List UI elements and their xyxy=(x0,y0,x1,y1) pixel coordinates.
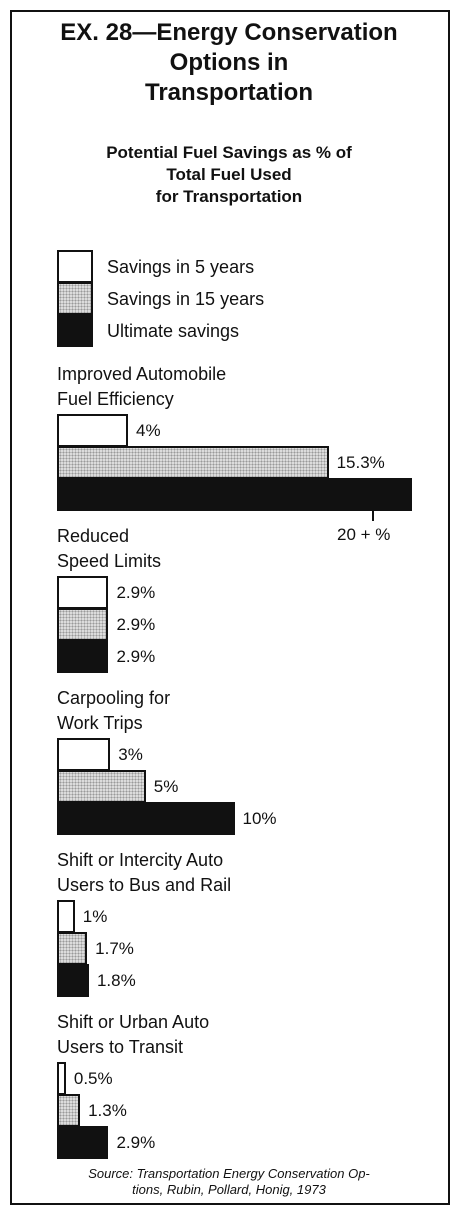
legend-label: Ultimate savings xyxy=(107,321,240,341)
value-label: 15.3% xyxy=(336,453,385,472)
bar xyxy=(57,964,89,997)
value-label: 1.3% xyxy=(88,1101,127,1120)
label-leader xyxy=(372,511,374,521)
bar xyxy=(57,576,109,609)
chart-title: EX. 28—Energy Conservation Options in Tr… xyxy=(60,19,398,106)
category-label: Carpooling for Work Trips xyxy=(57,688,171,733)
bar xyxy=(57,932,88,965)
legend-label: Savings in 15 years xyxy=(107,289,265,309)
value-label: 1% xyxy=(82,907,108,926)
source-note: Source: Transportation Energy Conservati… xyxy=(88,1166,370,1197)
bar xyxy=(57,414,128,447)
bar xyxy=(57,640,109,673)
bar xyxy=(57,1094,81,1127)
value-label: 2.9% xyxy=(116,1133,156,1152)
bar xyxy=(57,446,329,479)
bar xyxy=(57,608,109,641)
value-label: 2.9% xyxy=(116,647,156,666)
value-label: 2.9% xyxy=(116,615,156,634)
value-label: 4% xyxy=(136,421,161,440)
value-label: 5% xyxy=(153,777,179,796)
legend-label: Savings in 5 years xyxy=(107,257,255,277)
bar xyxy=(57,1062,66,1095)
legend-swatch xyxy=(57,282,93,315)
bar xyxy=(57,1126,109,1159)
bar xyxy=(57,900,75,933)
category-label: Shift or Urban Auto Users to Transit xyxy=(57,1012,210,1057)
bar xyxy=(57,478,412,511)
legend-swatch xyxy=(57,250,93,283)
category-label: Shift or Intercity Auto Users to Bus and… xyxy=(57,850,232,895)
value-label: 1.8% xyxy=(96,971,136,990)
frame xyxy=(10,10,450,1205)
value-label: 1.7% xyxy=(95,939,134,958)
bar xyxy=(57,770,146,803)
value-label: 2.9% xyxy=(116,583,156,602)
chart-subtitle: Potential Fuel Savings as % of Total Fue… xyxy=(106,143,352,206)
value-label: 10% xyxy=(242,809,277,828)
value-label: 20 + % xyxy=(337,525,391,544)
value-label: 3% xyxy=(118,745,143,764)
category-label: Reduced Speed Limits xyxy=(57,526,162,571)
legend-swatch xyxy=(57,314,93,347)
bar xyxy=(57,738,111,771)
category-label: Improved Automobile Fuel Efficiency xyxy=(57,364,227,409)
bar xyxy=(57,802,235,835)
value-label: 0.5% xyxy=(73,1069,113,1088)
